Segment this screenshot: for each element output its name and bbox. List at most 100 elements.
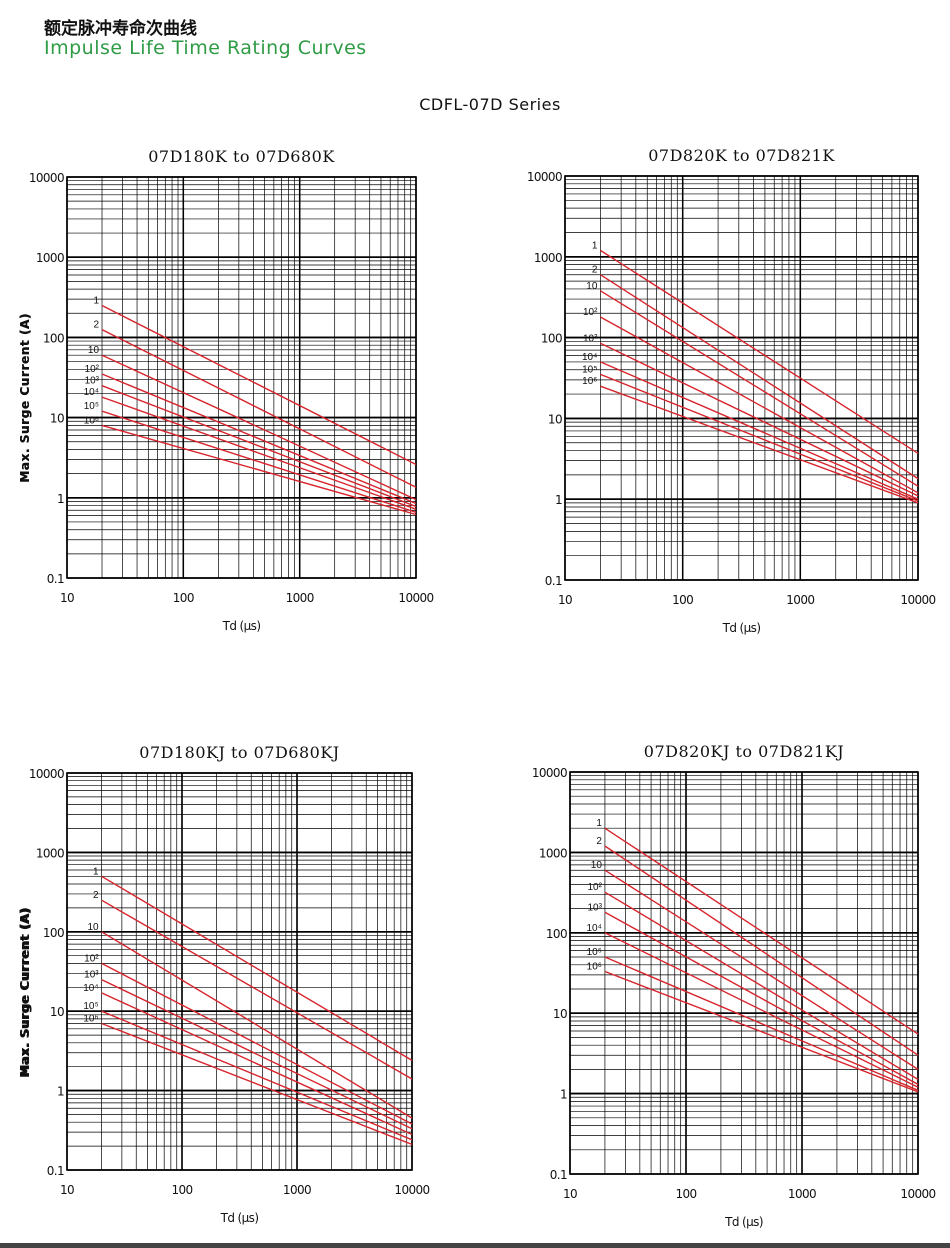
curve-5 — [604, 911, 919, 1086]
curve-3 — [604, 869, 919, 1070]
x-tick-label: 1000 — [283, 1183, 311, 1197]
y-tick-label: 0.1 — [550, 1168, 567, 1182]
grid — [569, 771, 919, 1175]
series-label: 10⁵ — [83, 1001, 98, 1012]
y-tick-label: 100 — [541, 332, 562, 346]
series-label: 1 — [93, 295, 99, 306]
plot-frame — [564, 175, 919, 581]
series-label: 1 — [93, 866, 99, 877]
page-title-en: Impulse Life Time Rating Curves — [44, 37, 367, 59]
y-tick-label: 1000 — [36, 846, 64, 860]
x-tick-label: 10 — [60, 591, 74, 605]
series-label: 2 — [93, 890, 99, 901]
curve-4 — [101, 373, 417, 505]
chart-4: 07D820KJ to 07D821KJ0.111010010001000010… — [18, 742, 936, 1229]
page-title-cn: 额定脉冲寿命次曲线 — [44, 19, 197, 39]
curve-7 — [604, 956, 919, 1091]
curve-8 — [600, 385, 919, 504]
curve-6 — [101, 396, 417, 510]
chart-title: 07D820KJ to 07D821KJ — [644, 742, 844, 761]
curve-7 — [600, 373, 919, 502]
x-axis-label: Td (μs) — [724, 1215, 763, 1229]
y-tick-label: 10 — [50, 412, 64, 426]
x-tick-label: 1000 — [286, 591, 314, 605]
curve-4 — [604, 891, 919, 1081]
series-label: 10³ — [84, 970, 99, 981]
series-label: 10⁵ — [582, 364, 597, 375]
x-axis-label: Td (μs) — [722, 621, 761, 635]
x-tick-label: 10 — [60, 1183, 74, 1197]
series-label: 10² — [84, 953, 99, 964]
x-tick-label: 100 — [675, 1187, 696, 1201]
x-tick-label: 10000 — [394, 1183, 429, 1197]
curve-2 — [101, 328, 417, 488]
curve-1 — [600, 249, 919, 454]
curve-6 — [101, 992, 413, 1136]
series-label: 10⁶ — [84, 415, 99, 426]
series-label: 1 — [596, 818, 602, 829]
y-tick-label: 10 — [548, 412, 562, 426]
curve-5 — [101, 978, 413, 1130]
plot-frame — [66, 772, 413, 1171]
curve-3 — [101, 354, 417, 501]
bottom-rule — [0, 1243, 950, 1248]
curve-1 — [101, 875, 413, 1062]
x-tick-label: 10 — [558, 593, 572, 607]
series-label: 10⁴ — [83, 983, 98, 994]
y-axis-label: Max. Surge Current (A) — [18, 908, 32, 1078]
series-label: 10⁶ — [582, 376, 597, 387]
series-label: 10⁶ — [83, 1013, 98, 1024]
series-label: 10³ — [587, 902, 602, 913]
series-label: 10³ — [583, 333, 598, 344]
series-label: 10² — [583, 307, 598, 318]
series-label: 10² — [85, 364, 100, 375]
x-tick-label: 1000 — [788, 1187, 816, 1201]
y-tick-label: 10000 — [29, 171, 64, 185]
y-tick-label: 10000 — [532, 766, 567, 780]
y-tick-label: 10000 — [29, 767, 64, 781]
series-label: 2 — [592, 265, 598, 276]
curve-3 — [600, 290, 919, 487]
x-tick-label: 100 — [173, 591, 194, 605]
y-tick-label: 1 — [555, 493, 562, 507]
y-tick-label: 0.1 — [47, 572, 64, 586]
curve-3 — [101, 931, 413, 1119]
y-axis-label: Max. Surge Current (A) — [18, 907, 32, 1077]
chart-title: 07D180K to 07D680K — [148, 147, 335, 166]
y-tick-label: 0.1 — [545, 574, 562, 588]
y-tick-label: 1000 — [36, 251, 64, 265]
curve-5 — [600, 342, 919, 497]
y-tick-label: 1000 — [534, 251, 562, 265]
chart-1: 07D180K to 07D680K 0.1 1 10 100 1000 10000 10 10… — [18, 147, 434, 633]
curve-6 — [604, 932, 919, 1088]
curve-7 — [101, 410, 417, 513]
curve-2 — [604, 845, 919, 1056]
curve-8 — [101, 424, 417, 516]
series-label: 10 — [87, 922, 99, 933]
chart-3: 07D180KJ to 07D680KJ 0.1 1 10 100 1000 10000 10… — [18, 743, 430, 1225]
series-label: 10 — [586, 281, 598, 292]
curve-4 — [101, 962, 413, 1125]
y-tick-label: 10 — [553, 1007, 567, 1021]
x-tick-label: 10000 — [900, 593, 935, 607]
series-label: 2 — [596, 836, 602, 847]
y-tick-label: 100 — [546, 927, 567, 941]
series-label: 1 — [592, 240, 598, 251]
x-tick-label: 10000 — [900, 1187, 935, 1201]
x-tick-label: 10 — [563, 1187, 577, 1201]
y-tick-label: 1 — [560, 1088, 567, 1102]
y-tick-label: 1 — [57, 492, 64, 506]
y-tick-label: 100 — [43, 331, 64, 345]
series-label: 10 — [591, 860, 603, 871]
chart-title: 07D820K to 07D821K — [648, 146, 835, 165]
x-tick-label: 1000 — [786, 593, 814, 607]
curve-4 — [600, 316, 919, 494]
y-tick-label: 100 — [43, 926, 64, 940]
chart-title: 07D180KJ to 07D680KJ — [139, 743, 339, 762]
x-tick-label: 100 — [672, 593, 693, 607]
y-tick-label: 10000 — [527, 170, 562, 184]
curve-7 — [101, 1010, 413, 1141]
curve-1 — [604, 827, 919, 1035]
series-label: 10⁴ — [84, 387, 99, 398]
